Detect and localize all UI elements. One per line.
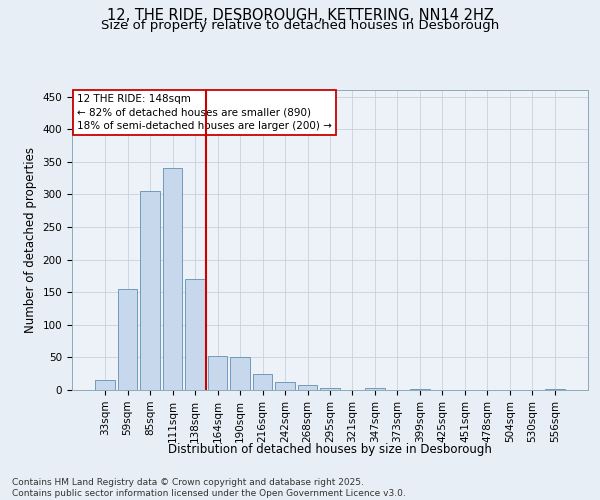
Text: Distribution of detached houses by size in Desborough: Distribution of detached houses by size …: [168, 442, 492, 456]
Bar: [140, 191, 160, 390]
Bar: [95, 380, 115, 390]
Y-axis label: Number of detached properties: Number of detached properties: [24, 147, 37, 333]
Text: 12 THE RIDE: 148sqm
← 82% of detached houses are smaller (890)
18% of semi-detac: 12 THE RIDE: 148sqm ← 82% of detached ho…: [77, 94, 332, 131]
Bar: [163, 168, 182, 390]
Text: Contains HM Land Registry data © Crown copyright and database right 2025.
Contai: Contains HM Land Registry data © Crown c…: [12, 478, 406, 498]
Bar: [365, 388, 385, 390]
Bar: [208, 356, 227, 390]
Bar: [410, 388, 430, 390]
Bar: [320, 388, 340, 390]
Bar: [275, 382, 295, 390]
Bar: [230, 358, 250, 390]
Bar: [185, 279, 205, 390]
Bar: [545, 388, 565, 390]
Text: Size of property relative to detached houses in Desborough: Size of property relative to detached ho…: [101, 19, 499, 32]
Text: 12, THE RIDE, DESBOROUGH, KETTERING, NN14 2HZ: 12, THE RIDE, DESBOROUGH, KETTERING, NN1…: [107, 8, 493, 22]
Bar: [118, 289, 137, 390]
Bar: [298, 385, 317, 390]
Bar: [253, 374, 272, 390]
